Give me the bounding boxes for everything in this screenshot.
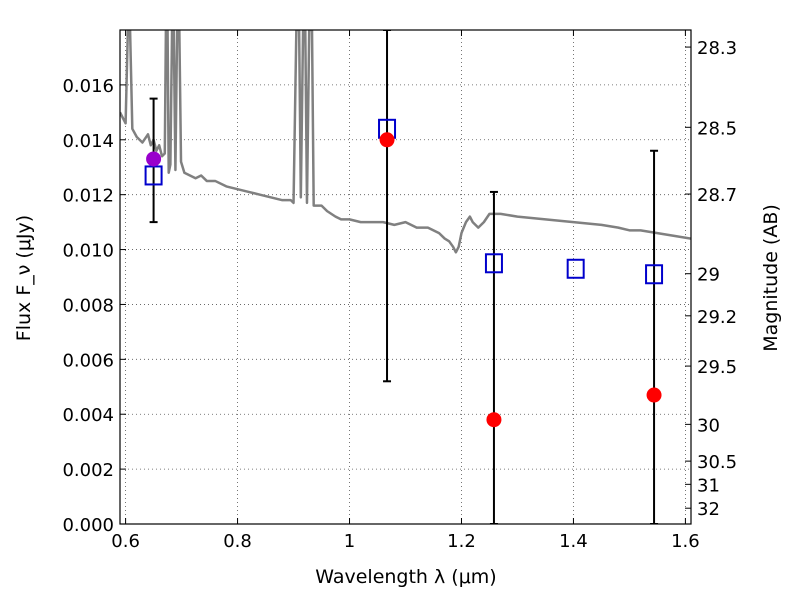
y-tick-label: 0.004 xyxy=(62,405,114,426)
error-bar xyxy=(650,149,659,524)
x-tick-label: 1.6 xyxy=(671,531,700,552)
y2-tick-label: 29.2 xyxy=(697,307,737,328)
y2-axis-label: Magnitude (AB) xyxy=(760,204,782,352)
y2-tick-label: 28.3 xyxy=(697,38,737,59)
y-tick-label: 0.006 xyxy=(62,350,114,371)
observed-flux-point xyxy=(146,151,162,167)
grid-lines xyxy=(120,30,691,525)
y2-tick-label: 31 xyxy=(697,475,720,496)
model-photometry-box xyxy=(484,253,503,274)
x-tick-label: 1.2 xyxy=(447,531,476,552)
x-axis-label: Wavelength λ (μm) xyxy=(315,566,496,588)
error-bars-layer xyxy=(149,30,659,524)
y-tick-label: 0.002 xyxy=(62,460,114,481)
y2-tick-label: 28.7 xyxy=(697,185,737,206)
y2-tick-label: 30.5 xyxy=(697,452,737,473)
y-tick-label: 0.016 xyxy=(62,76,114,97)
y-tick-label: 0.012 xyxy=(62,186,114,207)
y2-tick-label: 32 xyxy=(697,499,720,520)
sed-model-line xyxy=(120,30,691,254)
x-tick-label: 1.4 xyxy=(559,531,588,552)
observed-points-layer xyxy=(146,132,662,428)
y-tick-label: 0.008 xyxy=(62,295,114,316)
observed-flux-point xyxy=(486,412,502,428)
x-tick-label: 0.8 xyxy=(223,531,252,552)
y2-tick-label: 29.5 xyxy=(697,357,737,378)
y2-tick-label: 30 xyxy=(697,415,720,436)
y-axis-label: Flux F_ν (μJy) xyxy=(13,215,35,341)
tick-labels: 0.6 0.8 1 1.2 1.4 1.6 0.000 0.002 0.004 0.006 0.00… xyxy=(62,38,737,552)
plot-frame xyxy=(119,29,692,525)
y2-tick-label: 28.5 xyxy=(697,118,737,139)
model-photometry-box xyxy=(566,258,585,279)
y-tick-label: 0.014 xyxy=(62,131,114,152)
x-tick-label: 1 xyxy=(344,531,355,552)
error-bar xyxy=(489,190,498,524)
model-photometry-box xyxy=(645,264,664,285)
axis-ticks xyxy=(120,30,691,525)
y-tick-label: 0.010 xyxy=(62,241,114,262)
y2-tick-label: 29 xyxy=(697,265,720,286)
sed-model-layer xyxy=(120,30,691,254)
x-tick-label: 0.6 xyxy=(111,531,140,552)
observed-flux-point xyxy=(646,387,662,403)
error-bar xyxy=(383,30,392,383)
observed-flux-point xyxy=(379,132,395,148)
model-boxes-layer xyxy=(144,118,664,285)
y-tick-label: 0.000 xyxy=(62,515,114,536)
